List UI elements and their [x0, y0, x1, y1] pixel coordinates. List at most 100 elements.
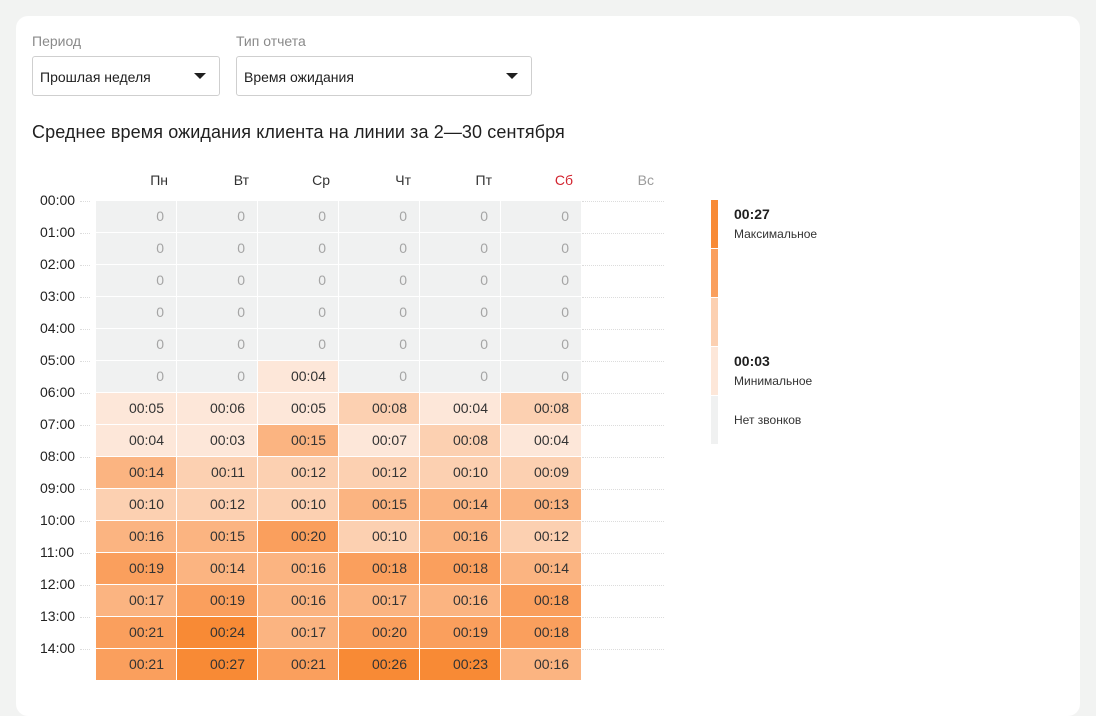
heatmap-cell[interactable]: 0 — [501, 201, 581, 232]
heatmap-cell[interactable]: 00:12 — [258, 457, 338, 488]
heatmap-cell[interactable]: 0 — [177, 265, 257, 296]
heatmap-cell[interactable]: 0 — [420, 297, 500, 328]
heatmap-cell[interactable]: 0 — [258, 265, 338, 296]
heatmap-cell[interactable]: 0 — [501, 297, 581, 328]
heatmap-cell[interactable]: 0 — [96, 201, 176, 232]
heatmap-cell[interactable]: 00:12 — [177, 489, 257, 520]
day-header: Ср — [312, 172, 330, 188]
heatmap-cell[interactable]: 0 — [339, 361, 419, 392]
heatmap-cell[interactable]: 0 — [420, 329, 500, 360]
period-select[interactable]: Прошлая неделя — [32, 56, 220, 96]
heatmap-cell[interactable]: 00:18 — [339, 553, 419, 584]
heatmap-cell[interactable]: 0 — [420, 233, 500, 264]
heatmap-cell[interactable]: 0 — [258, 297, 338, 328]
heatmap-cell[interactable]: 00:08 — [339, 393, 419, 424]
heatmap-cell[interactable]: 0 — [96, 233, 176, 264]
heatmap-cell[interactable]: 00:04 — [420, 393, 500, 424]
heatmap-cell[interactable]: 0 — [339, 233, 419, 264]
heatmap-cell[interactable]: 00:09 — [501, 457, 581, 488]
heatmap-cell[interactable]: 0 — [96, 329, 176, 360]
heatmap-cell[interactable]: 0 — [420, 201, 500, 232]
hour-label: 06:00 — [40, 384, 76, 400]
heatmap-cell[interactable]: 00:16 — [501, 649, 581, 680]
heatmap-cell[interactable]: 0 — [177, 329, 257, 360]
heatmap-cell[interactable]: 00:05 — [96, 393, 176, 424]
heatmap-cell[interactable]: 0 — [501, 233, 581, 264]
heatmap-cell[interactable]: 00:16 — [420, 521, 500, 552]
heatmap-cell[interactable]: 00:14 — [177, 553, 257, 584]
heatmap-cell[interactable]: 0 — [258, 233, 338, 264]
heatmap-cell[interactable]: 00:21 — [96, 649, 176, 680]
heatmap-cell[interactable]: 00:21 — [96, 617, 176, 648]
heatmap-cell[interactable]: 00:21 — [258, 649, 338, 680]
heatmap-cell[interactable]: 00:24 — [177, 617, 257, 648]
heatmap-cell[interactable]: 0 — [96, 361, 176, 392]
heatmap-cell[interactable]: 00:13 — [501, 489, 581, 520]
heatmap-cell[interactable]: 0 — [96, 297, 176, 328]
gridline — [582, 361, 664, 362]
heatmap-cell[interactable]: 00:04 — [258, 361, 338, 392]
heatmap-cell[interactable]: 0 — [339, 297, 419, 328]
heatmap-cell[interactable]: 0 — [501, 329, 581, 360]
heatmap-cell[interactable]: 0 — [96, 265, 176, 296]
heatmap-cell[interactable]: 00:17 — [258, 617, 338, 648]
heatmap-cell[interactable]: 00:05 — [258, 393, 338, 424]
heatmap-cell[interactable]: 00:15 — [177, 521, 257, 552]
heatmap-cell[interactable]: 0 — [501, 265, 581, 296]
heatmap-cell[interactable]: 00:19 — [177, 585, 257, 616]
heatmap-cell[interactable]: 00:14 — [501, 553, 581, 584]
heatmap-cell[interactable]: 00:17 — [96, 585, 176, 616]
legend-max-label: Максимальное — [734, 227, 818, 241]
heatmap-cell[interactable]: 00:20 — [339, 617, 419, 648]
heatmap-cell[interactable]: 00:10 — [96, 489, 176, 520]
heatmap-cell[interactable]: 00:10 — [258, 489, 338, 520]
heatmap-cell[interactable]: 00:16 — [96, 521, 176, 552]
heatmap-cell[interactable]: 00:12 — [339, 457, 419, 488]
heatmap-cell[interactable]: 00:19 — [96, 553, 176, 584]
heatmap-cell[interactable]: 00:14 — [96, 457, 176, 488]
heatmap-cell[interactable]: 00:15 — [339, 489, 419, 520]
heatmap-cell[interactable]: 00:16 — [420, 585, 500, 616]
report-type-select[interactable]: Время ожидания — [236, 56, 532, 96]
heatmap-cell[interactable]: 00:04 — [501, 425, 581, 456]
heatmap-cell[interactable]: 00:23 — [420, 649, 500, 680]
heatmap-cell[interactable]: 0 — [420, 361, 500, 392]
heatmap-cell[interactable]: 00:20 — [258, 521, 338, 552]
heatmap-cell[interactable]: 00:03 — [177, 425, 257, 456]
gridline — [582, 233, 664, 234]
heatmap-cell[interactable]: 00:08 — [501, 393, 581, 424]
heatmap-cell[interactable]: 00:06 — [177, 393, 257, 424]
heatmap-cell[interactable]: 0 — [339, 265, 419, 296]
heatmap-cell[interactable]: 0 — [258, 329, 338, 360]
heatmap-cell[interactable]: 00:08 — [420, 425, 500, 456]
hour-label: 00:00 — [40, 192, 76, 208]
heatmap-cell[interactable]: 00:27 — [177, 649, 257, 680]
heatmap-cell[interactable]: 0 — [258, 201, 338, 232]
heatmap-cell[interactable]: 0 — [501, 361, 581, 392]
heatmap-cell[interactable]: 00:18 — [420, 553, 500, 584]
heatmap-cell[interactable]: 00:18 — [501, 617, 581, 648]
heatmap-cell[interactable]: 00:26 — [339, 649, 419, 680]
heatmap-cell[interactable]: 0 — [177, 201, 257, 232]
heatmap-cell[interactable]: 00:16 — [258, 585, 338, 616]
heatmap-cell[interactable]: 0 — [177, 233, 257, 264]
heatmap-cell[interactable]: 0 — [339, 201, 419, 232]
heatmap-cell[interactable]: 00:10 — [339, 521, 419, 552]
heatmap-cell[interactable]: 00:17 — [339, 585, 419, 616]
heatmap-cell[interactable]: 00:19 — [420, 617, 500, 648]
heatmap-cell[interactable]: 00:15 — [258, 425, 338, 456]
day-header: Чт — [395, 172, 411, 188]
heatmap-cell[interactable]: 0 — [177, 297, 257, 328]
heatmap-cell[interactable]: 00:10 — [420, 457, 500, 488]
heatmap-cell[interactable]: 00:18 — [501, 585, 581, 616]
heatmap-cell[interactable]: 00:14 — [420, 489, 500, 520]
heatmap-cell[interactable]: 0 — [420, 265, 500, 296]
heatmap-cell[interactable]: 00:07 — [339, 425, 419, 456]
heatmap-cell[interactable]: 00:11 — [177, 457, 257, 488]
heatmap-cell[interactable]: 00:04 — [96, 425, 176, 456]
heatmap-cell[interactable]: 00:12 — [501, 521, 581, 552]
heatmap-cell[interactable]: 0 — [177, 361, 257, 392]
heatmap-cell[interactable]: 00:16 — [258, 553, 338, 584]
heatmap-cell[interactable]: 0 — [339, 329, 419, 360]
legend-swatch-high — [711, 249, 718, 297]
